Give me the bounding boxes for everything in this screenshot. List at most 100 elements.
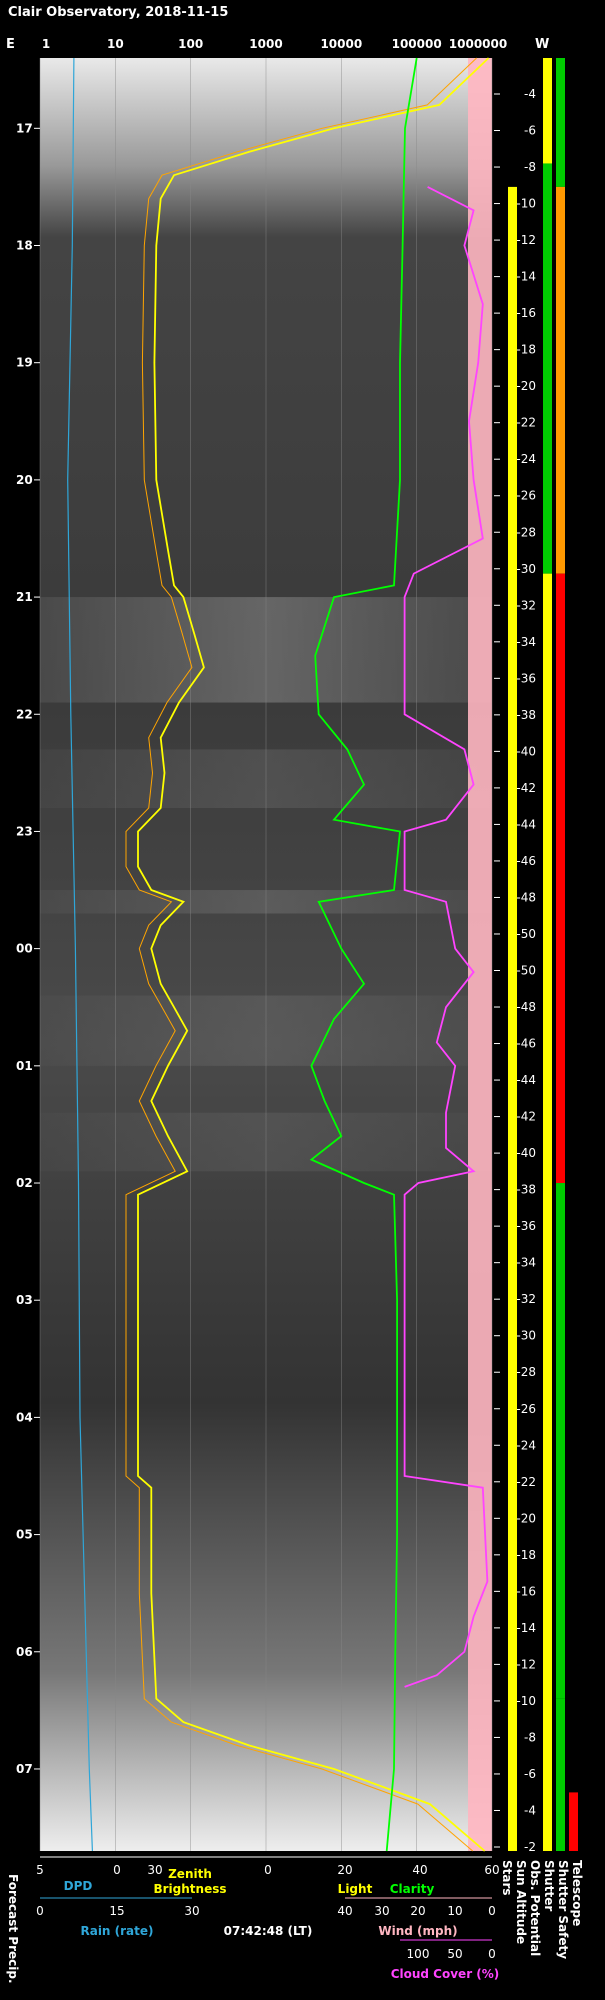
sunalt-label-36: -26 (516, 1402, 536, 1416)
time-label-2: 19 (16, 356, 33, 370)
wind-tick-10: 10 (447, 1904, 462, 1918)
sunalt-label-31: -36 (516, 1219, 536, 1233)
sunalt-label-41: -16 (516, 1584, 536, 1598)
time-label-8: 01 (16, 1059, 33, 1073)
sunalt-label-39: -20 (516, 1511, 536, 1525)
rain-axis-label: Rain (rate) (80, 1924, 153, 1938)
sunalt-label-13: -30 (516, 562, 536, 576)
time-label-3: 20 (16, 473, 33, 487)
cloud-tick-100: 100 (407, 1947, 430, 1961)
sunalt-label-4: -12 (516, 233, 536, 247)
obs-segment-1 (543, 163, 552, 574)
sunalt-label-1: -6 (524, 124, 536, 138)
sunalt-label-22: -48 (516, 890, 536, 904)
sunalt-label-37: -24 (516, 1438, 536, 1452)
safety-segment-2 (556, 573, 565, 1184)
safety-segment-4 (556, 1698, 565, 1851)
sunalt-label-45: -8 (524, 1730, 536, 1744)
wind-tick-30: 30 (374, 1904, 389, 1918)
rain-tick-0: 0 (36, 1904, 44, 1918)
sunalt-label-14: -32 (516, 598, 536, 612)
sunalt-label-25: -48 (516, 1000, 536, 1014)
time-axis: 17 18 19 20 21 22 23 00 01 02 03 04 05 06 07 (16, 121, 40, 1776)
sunalt-label-32: -34 (516, 1256, 536, 1270)
west-label: W (535, 37, 549, 52)
sunalt-label-30: -38 (516, 1183, 536, 1197)
chart-title: Clair Observatory, 2018-11-15 (8, 5, 228, 20)
sun-altitude-label: Sun Altitude (514, 1860, 528, 1944)
sunalt-label-27: -44 (516, 1073, 536, 1087)
series-layer (67, 57, 490, 1852)
time-label-13: 06 (16, 1645, 33, 1659)
sunalt-label-18: -40 (516, 744, 536, 758)
sunalt-label-48: -2 (524, 1840, 536, 1854)
top-tick-5: 100000 (392, 37, 442, 51)
shutter-safety-label-2: Shutter Safety (556, 1860, 570, 1959)
time-label-10: 03 (16, 1293, 33, 1307)
top-tick-2: 100 (178, 37, 203, 51)
sunalt-label-34: -30 (516, 1329, 536, 1343)
sunalt-label-26: -46 (516, 1037, 536, 1051)
sunalt-label-10: -24 (516, 452, 536, 466)
sunalt-label-43: -12 (516, 1657, 536, 1671)
light-tick-40: 40 (412, 1863, 427, 1877)
obs-potential-label: Obs. Potential (528, 1860, 542, 1956)
sunalt-label-47: -4 (524, 1803, 536, 1817)
sunalt-label-24: -50 (516, 964, 536, 978)
wind-area (468, 58, 492, 1851)
forecast-precip-label: Forecast Precip. (6, 1874, 20, 1984)
time-label-5: 22 (16, 707, 33, 721)
time-label-4: 21 (16, 590, 33, 604)
grid-lines (39, 58, 493, 1851)
clarity-axis-label: Clarity (390, 1882, 435, 1896)
time-label-7: 00 (16, 942, 33, 956)
time-label-1: 18 (16, 239, 33, 253)
sunalt-label-38: -22 (516, 1475, 536, 1489)
time-label-11: 04 (16, 1410, 33, 1424)
clarity-series-line (309, 57, 418, 1852)
cloud-series-line (403, 186, 489, 1688)
sunalt-label-7: -18 (516, 343, 536, 357)
top-tick-4: 10000 (320, 37, 362, 51)
wind-fill (468, 58, 492, 1851)
sunalt-label-19: -42 (516, 781, 536, 795)
zenith-tick-30: 30 (147, 1863, 162, 1877)
cloud-tick-50: 50 (447, 1947, 462, 1961)
top-tick-3: 1000 (249, 37, 282, 51)
stars-label: Stars (500, 1860, 514, 1896)
sunalt-label-11: -26 (516, 489, 536, 503)
sunalt-label-46: -6 (524, 1767, 536, 1781)
zenith-tick-0: 0 (264, 1863, 272, 1877)
shutter-safety-label-1: Shutter (542, 1860, 556, 1911)
sunalt-label-0: -4 (524, 87, 536, 101)
sunalt-label-2: -8 (524, 160, 536, 174)
sunalt-label-42: -14 (516, 1621, 536, 1635)
zenith-axis-label-2: Brightness (153, 1882, 226, 1896)
sunalt-label-40: -18 (516, 1548, 536, 1562)
top-axis: 1 10 100 1000 10000 100000 1000000 (42, 37, 507, 51)
wind-tick-0: 0 (488, 1904, 496, 1918)
dpd-tick-0: 0 (113, 1863, 121, 1877)
sunalt-label-21: -46 (516, 854, 536, 868)
sunalt-label-33: -32 (516, 1292, 536, 1306)
sunalt-label-9: -22 (516, 416, 536, 430)
sunalt-label-15: -34 (516, 635, 536, 649)
bottom-axes: 5 0 DPD 30 0 Zenith Brightness 20 40 60 … (6, 1856, 584, 1984)
safety-segment-3 (556, 1183, 565, 1699)
light-tick-20: 20 (337, 1863, 352, 1877)
cloud-axis-label: Cloud Cover (%) (391, 1967, 500, 1981)
time-label-6: 23 (16, 824, 33, 838)
light-tick-60: 60 (484, 1863, 499, 1877)
sunalt-label-12: -28 (516, 525, 536, 539)
time-label-9: 02 (16, 1176, 33, 1190)
sunalt-label-5: -14 (516, 270, 536, 284)
telescope-label: Telescope (570, 1860, 584, 1926)
dpd-axis-label: DPD (64, 1879, 93, 1893)
sunalt-segment-1 (508, 186, 517, 1852)
sunalt-label-8: -20 (516, 379, 536, 393)
obs-segment-2 (543, 573, 552, 1851)
safety-segment-1 (556, 186, 565, 574)
dpd-tick-5: 5 (36, 1863, 44, 1877)
top-tick-0: 1 (42, 37, 50, 51)
east-label: E (6, 37, 15, 52)
